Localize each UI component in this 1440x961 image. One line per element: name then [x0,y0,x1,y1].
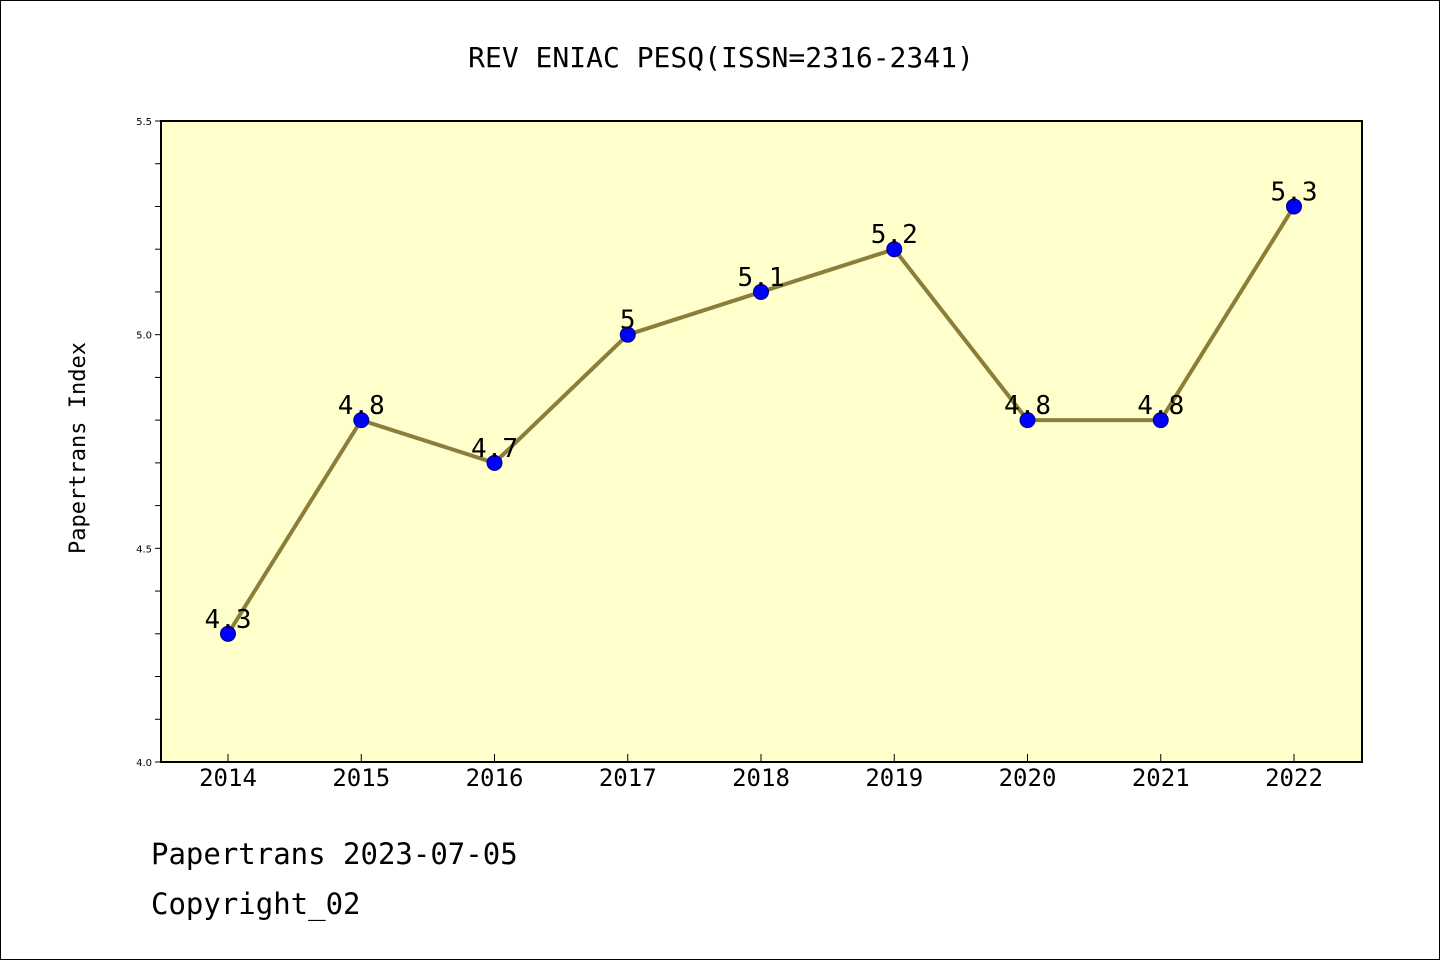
y-axis: 4.0 4.5 5.0 5.5 [136,117,161,769]
y-tick-label: 4.5 [136,544,152,555]
chart-title: REV ENIAC PESQ(ISSN=2316-2341) [468,41,974,74]
x-tick-label: 2015 [332,764,390,792]
data-label: 5 [620,306,636,336]
data-label: 4.7 [471,434,518,464]
x-tick-label: 2020 [999,764,1057,792]
data-label: 5.2 [871,220,918,250]
y-tick-label: 4.0 [136,758,152,769]
data-label: 5.1 [738,263,785,293]
x-axis: 2014 2015 2016 2017 2018 2019 2020 2021 2022 [199,754,1323,792]
x-tick-label: 2022 [1265,764,1323,792]
data-point [1019,412,1036,429]
data-label: 4.8 [1004,391,1051,421]
data-point [486,454,503,471]
data-point [1286,198,1302,215]
plot-area [160,120,1363,763]
data-label: 4.8 [1137,391,1184,421]
data-points [220,198,1302,642]
x-tick-label: 2021 [1132,764,1190,792]
data-point [753,283,769,300]
data-label: 4.3 [205,605,252,635]
data-point [1152,412,1169,429]
data-point [886,241,903,258]
data-label: 4.8 [338,391,385,421]
x-tick-label: 2018 [732,764,790,792]
data-point [619,326,636,343]
footer-copyright: Copyright_02 [151,887,361,921]
x-tick-label: 2016 [466,764,524,792]
data-label: 5.3 [1271,177,1318,207]
data-point [353,412,370,429]
x-tick-label: 2014 [199,764,257,792]
x-tick-label: 2019 [865,764,923,792]
x-tick-label: 2017 [599,764,657,792]
data-labels: 4.3 4.8 4.7 5 5.1 5.2 4.8 4.8 5.3 [205,177,1318,634]
data-point [220,625,236,642]
y-axis-label: Papertrans Index [66,342,91,554]
footer-date: Papertrans 2023-07-05 [151,837,518,871]
y-tick-label: 5.0 [136,331,152,342]
y-tick-label: 5.5 [136,117,152,128]
